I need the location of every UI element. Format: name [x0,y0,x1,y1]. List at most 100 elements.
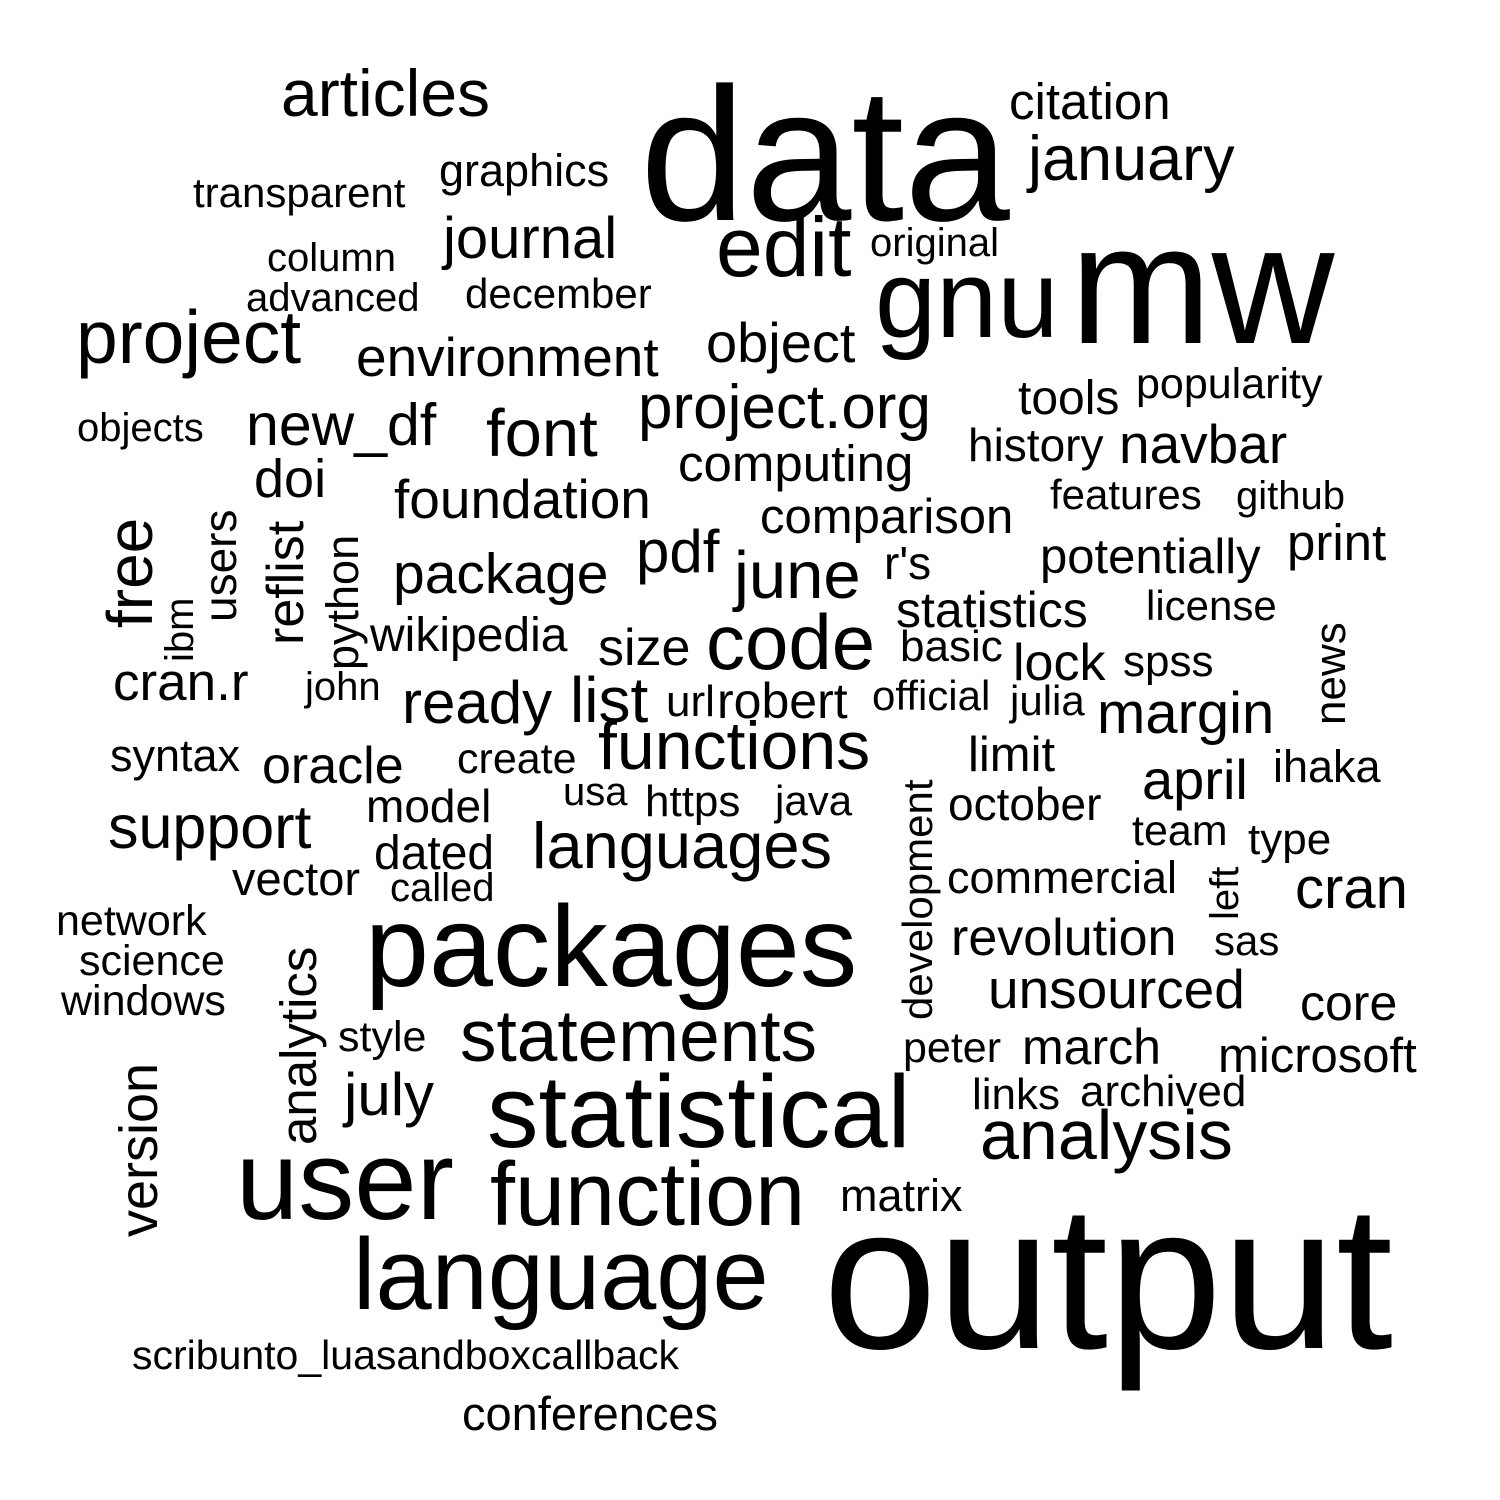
word-windows: windows [61,977,226,1025]
word-statements: statements [460,996,818,1077]
word-advanced: advanced [246,276,420,320]
word-output: output [823,1163,1393,1392]
word-new-df: new_df [246,392,437,458]
word-news: news [1306,622,1355,725]
word-left: left [1203,866,1247,920]
word-robert: robert [717,673,848,729]
word-history: history [968,419,1104,471]
word-user: user [236,1118,454,1243]
word-r-s: r's [884,537,932,589]
word-github: github [1236,474,1345,518]
word-john: john [305,665,381,709]
word-graphics: graphics [439,145,610,196]
word-april: april [1142,748,1248,811]
word-journal: journal [443,206,618,271]
word-october: october [948,778,1102,830]
word-users: users [194,509,246,622]
word-vector: vector [232,852,360,905]
word-https: https [645,777,741,826]
word-potentially: potentially [1040,530,1261,584]
word-links: links [972,1070,1061,1119]
word-development: development [894,779,941,1021]
word-march: march [1022,1019,1161,1075]
word-create: create [457,735,577,783]
word-font: font [486,396,598,471]
word-ihaka: ihaka [1273,741,1381,792]
word-syntax: syntax [110,730,241,781]
word-analytics: analytics [270,946,327,1145]
word-mw: mw [1070,190,1335,380]
word-commercial: commercial [947,852,1178,903]
word-url: url [666,677,715,726]
word-transparent: transparent [193,169,406,216]
word-support: support [108,793,312,861]
word-environment: environment [356,326,659,388]
word-core: core [1300,975,1398,1031]
word-project-org: project.org [638,373,931,442]
word-language: language [353,1219,769,1331]
word-network: network [56,897,207,945]
word-objects: objects [77,406,204,450]
word-edit: edit [716,200,852,294]
word-oracle: oracle [262,737,404,795]
word-gnu: gnu [875,238,1059,361]
word-official: official [872,672,991,719]
word-microsoft: microsoft [1218,1029,1417,1083]
word-julia: julia [1010,677,1085,724]
word-matrix: matrix [840,1170,963,1221]
word-pdf: pdf [636,518,720,585]
word-license: license [1146,582,1277,629]
word-java: java [775,777,853,824]
word-size: size [598,619,691,677]
word-peter: peter [903,1024,1002,1072]
word-statistical: statistical [487,1054,911,1169]
word-limit: limit [968,728,1056,782]
word-foundation: foundation [394,468,651,530]
word-languages: languages [532,809,832,882]
word-version: version [109,1062,169,1237]
word-cran-r: cran.r [113,653,249,712]
word-analysis: analysis [980,1096,1233,1174]
word-dated: dated [374,827,495,880]
word-ready: ready [402,669,553,736]
word-python: python [317,534,368,670]
word-tools: tools [1018,372,1120,425]
word-function: function [490,1145,806,1245]
word-july: july [344,1061,435,1128]
word-called: called [390,866,495,910]
word-code: code [706,598,876,686]
word-scribunto-luasandboxcallback: scribunto_luasandboxcallback [132,1332,680,1378]
word-reflist: reflist [257,520,315,645]
word-style: style [338,1013,427,1061]
word-lock: lock [1013,634,1106,692]
word-revolution: revolution [951,909,1177,967]
word-june: june [734,538,861,613]
word-features: features [1050,471,1202,518]
word-popularity: popularity [1136,360,1323,408]
word-column: column [267,236,396,280]
word-computing: computing [678,435,914,492]
word-team: team [1132,807,1228,855]
word-model: model [366,780,492,832]
word-packages: packages [365,883,858,1011]
word-sas: sas [1214,917,1280,964]
word-functions: functions [598,708,871,784]
word-wikipedia: wikipedia [370,609,568,662]
word-january: january [1028,124,1235,194]
word-usa: usa [563,770,628,814]
word-doi: doi [254,449,327,509]
word-object: object [706,311,856,374]
word-margin: margin [1097,681,1275,746]
word-navbar: navbar [1119,413,1288,475]
word-articles: articles [281,56,491,130]
word-data: data [640,49,1010,261]
word-comparison: comparison [760,490,1014,544]
word-december: december [465,270,652,317]
word-statistics: statistics [896,582,1088,638]
word-citation: citation [1009,73,1171,130]
word-original: original [870,221,999,265]
word-project: project [76,295,302,379]
word-package: package [393,542,609,606]
word-basic: basic [900,622,1003,671]
